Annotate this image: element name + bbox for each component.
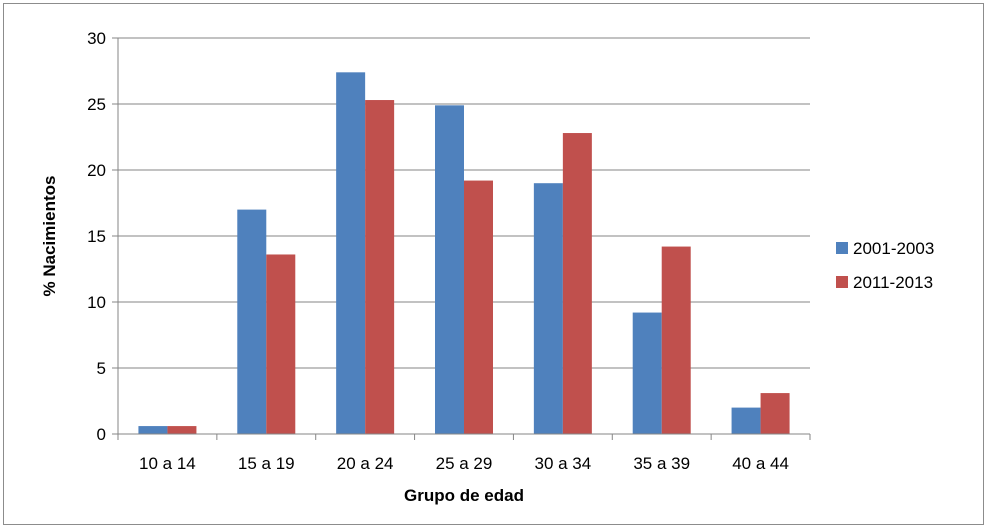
x-tick-label: 40 a 44 xyxy=(732,454,789,473)
x-tick-label: 10 a 14 xyxy=(139,454,196,473)
bar-2001-2003-30-a-34 xyxy=(533,183,563,434)
x-axis-title: Grupo de edad xyxy=(404,486,524,505)
x-tick-label: 35 a 39 xyxy=(633,454,690,473)
chart-frame xyxy=(3,3,984,525)
gridlines xyxy=(118,37,810,369)
bar-2001-2003-10-a-14 xyxy=(138,426,168,434)
y-tick-label: 5 xyxy=(97,359,106,378)
y-axis-title: % Nacimientos xyxy=(40,176,59,297)
y-tick-labels: 0 5 10 15 20 25 30 xyxy=(87,29,118,444)
legend-swatch xyxy=(836,276,848,288)
x-tick-label: 30 a 34 xyxy=(534,454,591,473)
x-tick-label: 15 a 19 xyxy=(238,454,295,473)
bar-2011-2013-15-a-19 xyxy=(266,254,296,434)
y-tick-label: 30 xyxy=(87,29,106,48)
bar-2011-2013-20-a-24 xyxy=(365,100,395,434)
bar-2001-2003-25-a-29 xyxy=(435,105,464,434)
x-tick-label: 20 a 24 xyxy=(337,454,394,473)
y-tick-label: 20 xyxy=(87,161,106,180)
bar-2011-2013-35-a-39 xyxy=(661,246,691,434)
y-tick-label: 0 xyxy=(97,425,106,444)
bar-2011-2013-30-a-34 xyxy=(562,133,592,435)
bar-2011-2013-10-a-14 xyxy=(167,426,197,434)
legend-swatch xyxy=(836,242,848,254)
legend: 2001-2003 2011-2013 xyxy=(836,239,934,292)
y-tick-label: 25 xyxy=(87,95,106,114)
bar-2011-2013-25-a-29 xyxy=(464,180,493,434)
bars xyxy=(138,72,790,435)
y-tick-label: 10 xyxy=(87,293,106,312)
bar-2001-2003-20-a-24 xyxy=(336,72,366,434)
bar-2001-2003-15-a-19 xyxy=(237,209,267,434)
legend-label: 2011-2013 xyxy=(853,273,933,292)
bar-2011-2013-40-a-44 xyxy=(760,393,790,434)
x-tick-labels: 10 a 14 15 a 19 20 a 24 25 a 29 30 a 34 35 a … xyxy=(117,434,811,473)
x-tick-label: 25 a 29 xyxy=(436,454,493,473)
legend-label: 2001-2003 xyxy=(853,239,934,258)
y-tick-label: 15 xyxy=(87,227,106,246)
bar-2001-2003-35-a-39 xyxy=(632,312,662,434)
bar-2001-2003-40-a-44 xyxy=(731,407,761,434)
